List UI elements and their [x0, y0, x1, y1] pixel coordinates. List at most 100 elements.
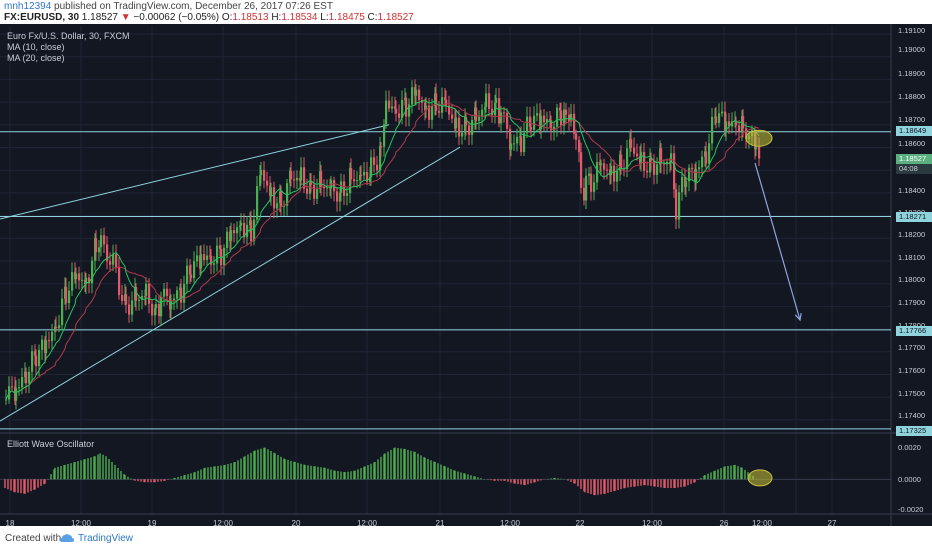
time-tick-label: 20 [291, 519, 301, 528]
candle-body [575, 133, 578, 140]
candle-body [509, 128, 512, 150]
candle-body [135, 287, 138, 301]
candle-body [435, 93, 438, 112]
candle-body [383, 124, 386, 147]
osc-tick-top: 0.0020 [898, 443, 921, 452]
candle-body [415, 89, 418, 96]
candle-body [394, 106, 397, 109]
candle-body [491, 108, 494, 116]
candle-body [256, 186, 259, 220]
candle-body [660, 148, 663, 164]
candle-body [75, 273, 78, 280]
candle-body [260, 169, 263, 176]
candle-body [701, 156, 704, 168]
candle-body [388, 100, 391, 109]
candle-body [418, 89, 421, 101]
candle-body [270, 187, 273, 196]
time-tick-label: 12:00 [70, 519, 92, 528]
candle-body [520, 136, 523, 153]
candle-body [498, 98, 501, 124]
candle-body [216, 245, 219, 264]
candle-body [45, 340, 48, 354]
candle-body [61, 298, 64, 326]
candle-body [35, 355, 38, 367]
cloud-icon [60, 534, 74, 542]
candle-body [158, 304, 161, 317]
candle-body [193, 261, 196, 279]
candle-body [309, 182, 312, 194]
candle-body [203, 254, 206, 260]
candle-body [266, 180, 269, 186]
candle-body [359, 174, 362, 181]
candle-body [230, 230, 233, 242]
low-value: 1.18475 [328, 12, 365, 23]
candle-body [41, 339, 44, 350]
candle-body [549, 119, 552, 121]
candle-body [503, 112, 506, 114]
candle-body [55, 326, 58, 329]
candle-body [376, 164, 379, 171]
candle-body [530, 126, 533, 130]
candle-body [154, 308, 157, 316]
last-price: 1.18527 [81, 12, 118, 23]
candle-body [685, 181, 688, 187]
candle-body [471, 119, 474, 135]
candle-body [128, 304, 131, 315]
candle-body [646, 170, 649, 173]
oscillator-legend: Elliott Wave Oscillator [7, 439, 95, 449]
candle-body [478, 116, 481, 121]
candle-body [18, 387, 21, 389]
candle-body [529, 116, 532, 127]
price-tick-label: 1.18600 [898, 139, 926, 148]
candle-body [398, 113, 401, 118]
candle-body [578, 139, 581, 153]
candle-body [455, 117, 458, 129]
candle-body [553, 126, 556, 131]
candle-body [316, 188, 319, 199]
candle-body [728, 121, 731, 127]
chart-area[interactable] [0, 24, 932, 526]
candle-body [533, 115, 536, 130]
candle-body [34, 351, 37, 356]
level-tag-low: 1.17766 [896, 326, 932, 336]
candle-body [593, 182, 596, 192]
candle-body [323, 186, 326, 189]
candle-body [546, 119, 549, 123]
candle-body [98, 247, 101, 253]
projection-arrow-head [794, 313, 802, 322]
candle-body [606, 169, 609, 171]
current-price-tag: 1.18527 [896, 154, 932, 164]
candle-body [565, 109, 568, 115]
candle-body [170, 300, 173, 310]
price-tick-label: 1.18000 [898, 275, 926, 284]
candle-body [543, 115, 546, 123]
candle-body [738, 125, 741, 132]
tradingview-logo[interactable]: TradingView [60, 533, 133, 544]
candle-body [556, 107, 559, 127]
ma20-legend: MA (20, close) [7, 53, 65, 63]
candle-body [678, 192, 681, 220]
candle-body [468, 125, 471, 135]
candle-body [620, 154, 623, 169]
price-tick-label: 1.19100 [898, 26, 926, 35]
time-tick-label: 12:00 [212, 519, 234, 528]
candle-body [103, 235, 106, 245]
price-tick-label: 1.17700 [898, 343, 926, 352]
candle-body [11, 386, 14, 388]
candle-body [411, 87, 414, 105]
candle-body [200, 254, 203, 269]
price-tick-label: 1.18200 [898, 230, 926, 239]
author-link[interactable]: mnh12394 [4, 1, 52, 12]
candle-body [653, 160, 656, 175]
candle-body [630, 139, 633, 148]
time-tick-label: 27 [827, 519, 837, 528]
candle-body [273, 187, 276, 209]
candle-body [573, 113, 576, 134]
candle-body [663, 163, 666, 165]
candle-body [650, 158, 653, 161]
candle-body [721, 111, 724, 114]
open-value: 1.18513 [232, 12, 269, 23]
candle-body [293, 179, 296, 181]
